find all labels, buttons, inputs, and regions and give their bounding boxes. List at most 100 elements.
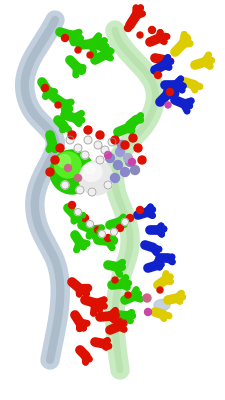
Circle shape: [86, 220, 94, 228]
Ellipse shape: [128, 293, 136, 300]
Circle shape: [159, 262, 164, 267]
Ellipse shape: [136, 7, 143, 14]
Ellipse shape: [178, 40, 186, 50]
Circle shape: [168, 274, 173, 279]
Circle shape: [82, 164, 99, 182]
Circle shape: [102, 304, 107, 309]
Ellipse shape: [75, 318, 83, 326]
Circle shape: [75, 47, 81, 53]
Circle shape: [166, 313, 171, 318]
Circle shape: [61, 34, 68, 42]
Circle shape: [112, 277, 118, 283]
Ellipse shape: [43, 86, 52, 94]
Ellipse shape: [104, 342, 110, 347]
Circle shape: [189, 98, 194, 103]
Ellipse shape: [166, 90, 173, 95]
Circle shape: [92, 54, 97, 59]
Circle shape: [85, 321, 90, 326]
Circle shape: [122, 327, 127, 332]
Circle shape: [102, 297, 107, 302]
Circle shape: [105, 338, 110, 343]
Ellipse shape: [114, 219, 122, 226]
Circle shape: [161, 316, 166, 321]
Circle shape: [81, 244, 86, 249]
Circle shape: [72, 218, 76, 224]
Circle shape: [54, 154, 76, 176]
Ellipse shape: [199, 58, 208, 66]
Circle shape: [124, 217, 129, 222]
Circle shape: [138, 113, 143, 118]
Circle shape: [130, 124, 135, 129]
Circle shape: [170, 259, 175, 264]
Circle shape: [197, 84, 202, 89]
Circle shape: [122, 320, 127, 325]
Circle shape: [192, 88, 197, 92]
Circle shape: [62, 110, 67, 114]
Circle shape: [110, 235, 115, 240]
Ellipse shape: [116, 280, 125, 288]
Circle shape: [134, 144, 142, 152]
Ellipse shape: [158, 56, 167, 63]
Circle shape: [129, 134, 137, 142]
Ellipse shape: [99, 50, 109, 60]
Circle shape: [157, 265, 162, 270]
Circle shape: [130, 313, 135, 318]
Ellipse shape: [123, 281, 130, 286]
Ellipse shape: [188, 81, 197, 88]
Ellipse shape: [134, 292, 141, 297]
Ellipse shape: [74, 284, 84, 292]
Circle shape: [133, 5, 138, 10]
Circle shape: [65, 164, 72, 172]
Circle shape: [115, 148, 124, 156]
Circle shape: [178, 76, 183, 81]
Circle shape: [125, 292, 131, 298]
Ellipse shape: [97, 302, 105, 308]
Ellipse shape: [120, 322, 127, 327]
Circle shape: [87, 52, 93, 58]
Circle shape: [74, 174, 81, 182]
Circle shape: [130, 166, 140, 174]
Circle shape: [81, 326, 86, 331]
Circle shape: [83, 360, 88, 365]
Ellipse shape: [136, 115, 142, 120]
Ellipse shape: [121, 313, 130, 319]
Ellipse shape: [154, 246, 159, 251]
Ellipse shape: [161, 276, 168, 284]
Ellipse shape: [111, 263, 120, 270]
Circle shape: [74, 247, 79, 252]
Circle shape: [138, 156, 146, 164]
Circle shape: [43, 94, 48, 99]
Circle shape: [155, 258, 160, 263]
Circle shape: [84, 163, 102, 181]
Circle shape: [168, 59, 173, 64]
Circle shape: [83, 285, 89, 290]
Circle shape: [154, 250, 159, 255]
Circle shape: [173, 91, 178, 96]
Circle shape: [60, 128, 65, 132]
Circle shape: [106, 344, 111, 349]
Ellipse shape: [114, 323, 122, 331]
Circle shape: [97, 229, 102, 234]
Circle shape: [81, 213, 86, 218]
Circle shape: [52, 147, 58, 152]
Circle shape: [107, 48, 112, 53]
Ellipse shape: [80, 243, 85, 250]
Ellipse shape: [70, 210, 79, 218]
Circle shape: [148, 204, 153, 209]
Circle shape: [187, 103, 192, 108]
Circle shape: [81, 214, 88, 222]
Ellipse shape: [171, 295, 179, 302]
Circle shape: [180, 295, 185, 300]
Circle shape: [110, 228, 117, 236]
Ellipse shape: [159, 61, 167, 70]
Circle shape: [112, 238, 117, 243]
Circle shape: [52, 89, 57, 94]
Circle shape: [85, 241, 90, 246]
Circle shape: [140, 11, 145, 16]
Circle shape: [51, 96, 56, 101]
Circle shape: [74, 144, 82, 152]
Circle shape: [166, 65, 171, 70]
Circle shape: [110, 174, 119, 182]
Circle shape: [66, 127, 71, 132]
Circle shape: [159, 223, 164, 228]
